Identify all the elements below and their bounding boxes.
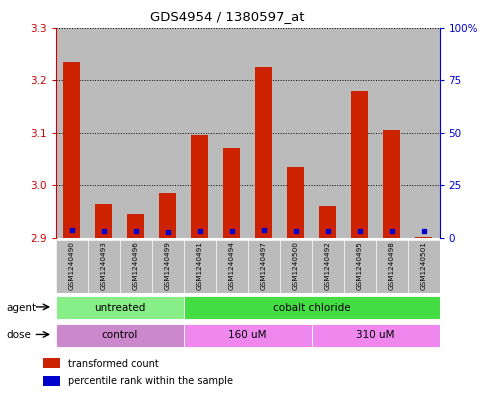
Bar: [63, 62, 80, 238]
Bar: [351, 90, 369, 238]
Bar: [415, 237, 432, 238]
Bar: [56, 240, 87, 293]
Bar: [312, 240, 343, 293]
Bar: [312, 28, 343, 238]
Bar: [376, 240, 408, 293]
Bar: [95, 204, 113, 238]
Bar: [43, 358, 60, 368]
Text: GSM1240494: GSM1240494: [228, 241, 235, 290]
Bar: [56, 296, 184, 319]
Text: GSM1240496: GSM1240496: [132, 241, 139, 290]
Bar: [215, 240, 248, 293]
Bar: [408, 28, 440, 238]
Bar: [184, 28, 215, 238]
Text: dose: dose: [6, 330, 31, 340]
Bar: [248, 240, 280, 293]
Text: GSM1240491: GSM1240491: [197, 241, 202, 290]
Bar: [280, 28, 312, 238]
Bar: [127, 214, 144, 238]
Text: GDS4954 / 1380597_at: GDS4954 / 1380597_at: [150, 10, 304, 23]
Text: GSM1240499: GSM1240499: [165, 241, 170, 290]
Bar: [343, 28, 376, 238]
Bar: [215, 28, 248, 238]
Bar: [152, 28, 184, 238]
Bar: [319, 206, 336, 238]
Bar: [120, 240, 152, 293]
Text: GSM1240498: GSM1240498: [388, 241, 395, 290]
Bar: [312, 323, 440, 347]
Text: GSM1240500: GSM1240500: [293, 241, 298, 290]
Text: 160 uM: 160 uM: [228, 330, 267, 340]
Text: cobalt chloride: cobalt chloride: [273, 303, 350, 312]
Text: GSM1240492: GSM1240492: [325, 241, 330, 290]
Bar: [408, 240, 440, 293]
Bar: [120, 28, 152, 238]
Bar: [376, 28, 408, 238]
Bar: [87, 240, 120, 293]
Text: GSM1240497: GSM1240497: [260, 241, 267, 290]
Bar: [287, 167, 304, 238]
Text: 310 uM: 310 uM: [356, 330, 395, 340]
Bar: [255, 67, 272, 238]
Bar: [191, 135, 208, 238]
Text: percentile rank within the sample: percentile rank within the sample: [69, 376, 233, 386]
Bar: [56, 28, 87, 238]
Bar: [87, 28, 120, 238]
Bar: [184, 296, 440, 319]
Bar: [223, 149, 241, 238]
Bar: [184, 323, 312, 347]
Text: agent: agent: [6, 303, 36, 313]
Text: control: control: [101, 330, 138, 340]
Text: GSM1240495: GSM1240495: [356, 241, 363, 290]
Text: untreated: untreated: [94, 303, 145, 312]
Text: GSM1240493: GSM1240493: [100, 241, 107, 290]
Text: GSM1240490: GSM1240490: [69, 241, 74, 290]
Bar: [43, 376, 60, 386]
Bar: [184, 240, 215, 293]
Bar: [56, 323, 184, 347]
Bar: [343, 240, 376, 293]
Text: transformed count: transformed count: [69, 358, 159, 369]
Text: GSM1240501: GSM1240501: [421, 241, 426, 290]
Bar: [248, 28, 280, 238]
Bar: [280, 240, 312, 293]
Bar: [383, 130, 400, 238]
Bar: [159, 193, 176, 238]
Bar: [152, 240, 184, 293]
